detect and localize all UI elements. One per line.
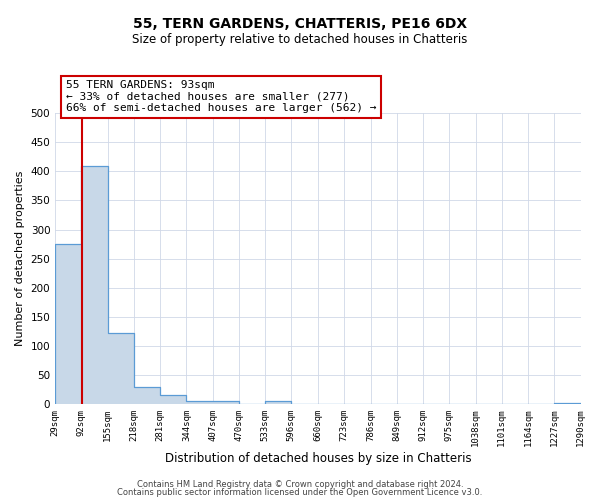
Text: Contains public sector information licensed under the Open Government Licence v3: Contains public sector information licen…: [118, 488, 482, 497]
Text: Size of property relative to detached houses in Chatteris: Size of property relative to detached ho…: [133, 32, 467, 46]
Text: 55 TERN GARDENS: 93sqm
← 33% of detached houses are smaller (277)
66% of semi-de: 55 TERN GARDENS: 93sqm ← 33% of detached…: [65, 80, 376, 113]
Text: Contains HM Land Registry data © Crown copyright and database right 2024.: Contains HM Land Registry data © Crown c…: [137, 480, 463, 489]
Text: 55, TERN GARDENS, CHATTERIS, PE16 6DX: 55, TERN GARDENS, CHATTERIS, PE16 6DX: [133, 18, 467, 32]
X-axis label: Distribution of detached houses by size in Chatteris: Distribution of detached houses by size …: [164, 452, 471, 465]
Y-axis label: Number of detached properties: Number of detached properties: [15, 171, 25, 346]
